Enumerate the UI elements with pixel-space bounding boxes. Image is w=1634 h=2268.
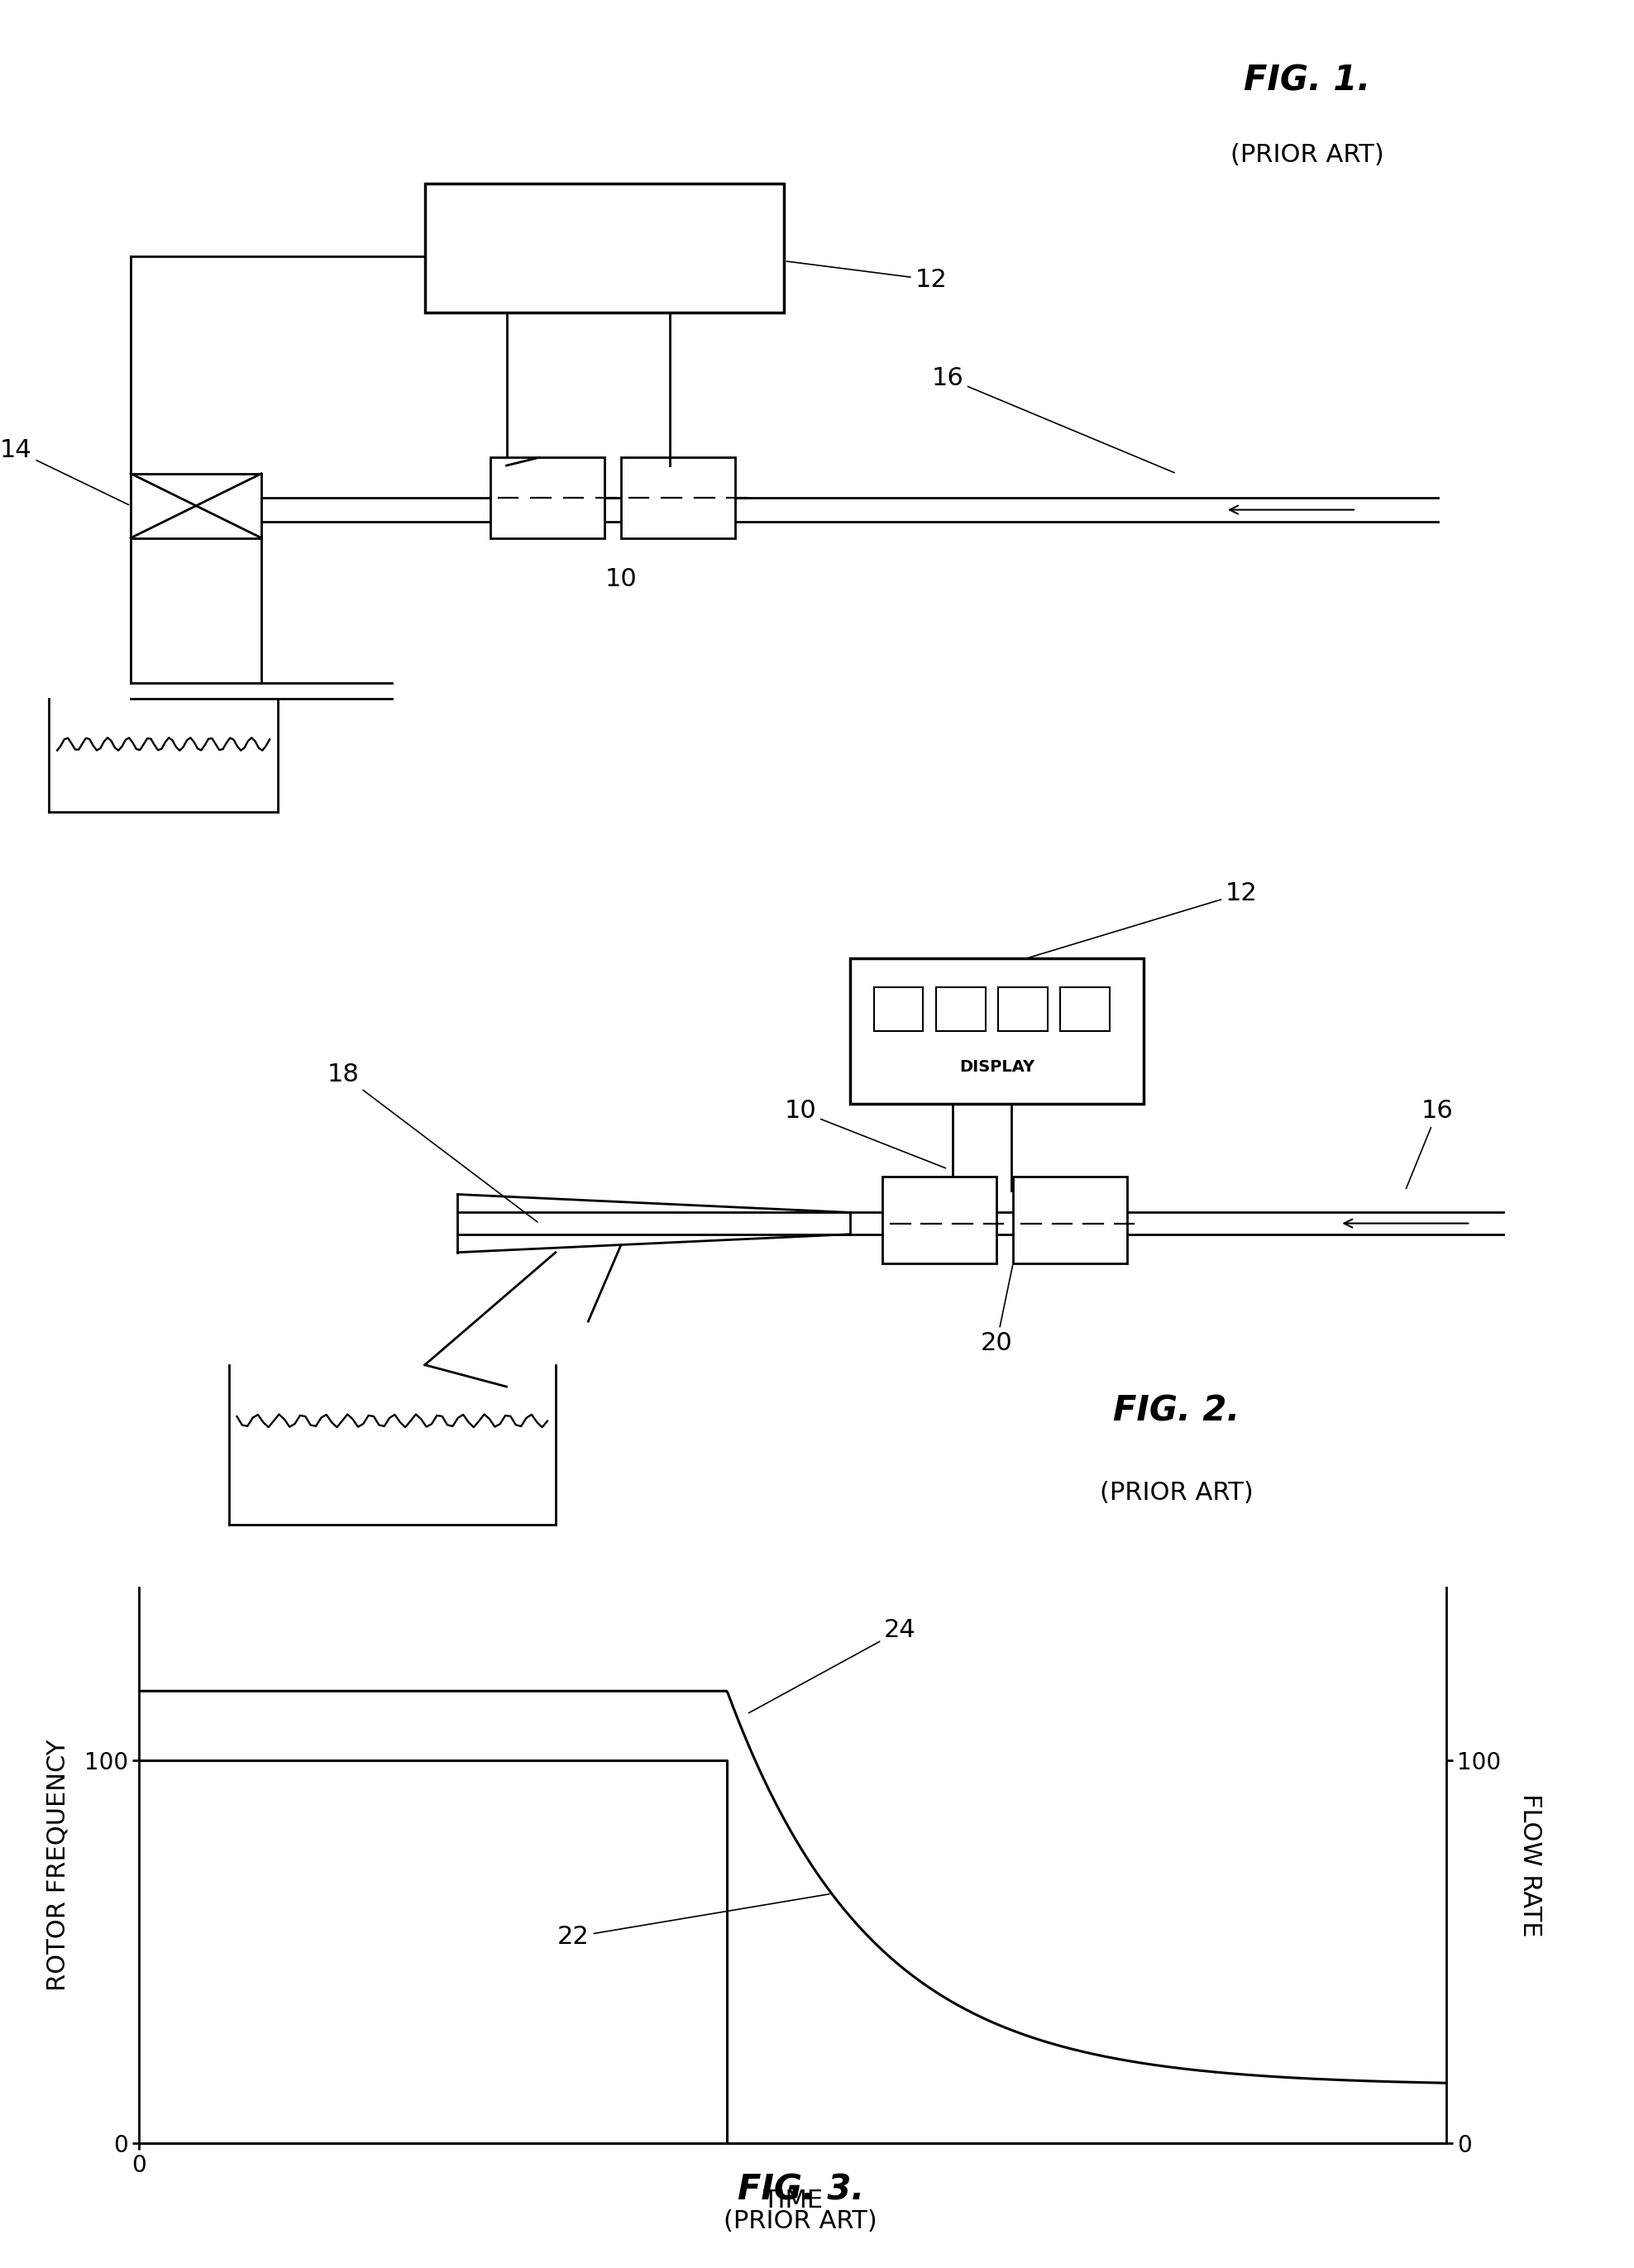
X-axis label: TIME: TIME [761,2189,824,2214]
Text: 12: 12 [786,261,948,293]
Bar [490,458,605,538]
Text: 16: 16 [931,365,1175,472]
Bar [850,959,1144,1105]
Text: FIG. 1.: FIG. 1. [1243,64,1371,98]
Text: 24: 24 [748,1619,917,1712]
Text: 12: 12 [1028,882,1258,957]
Text: 20: 20 [980,1266,1013,1356]
Bar [998,987,1047,1032]
Bar [425,184,784,313]
Y-axis label: ROTOR FREQUENCY: ROTOR FREQUENCY [46,1740,70,1991]
Text: (PRIOR ART): (PRIOR ART) [724,2209,877,2234]
Bar [874,987,923,1032]
Text: 10: 10 [784,1100,946,1168]
Y-axis label: FLOW RATE: FLOW RATE [1518,1794,1542,1937]
Bar [1013,1177,1127,1263]
Bar [936,987,985,1032]
Text: 14: 14 [0,438,129,506]
Bar [131,474,261,538]
Text: 22: 22 [557,1894,830,1948]
Text: FIG. 3.: FIG. 3. [737,2173,864,2207]
Text: 10: 10 [605,567,637,592]
Text: DISPLAY: DISPLAY [959,1059,1034,1075]
Bar [882,1177,997,1263]
Text: 16: 16 [1407,1100,1454,1188]
Text: FIG. 2.: FIG. 2. [1113,1395,1240,1429]
Text: (PRIOR ART): (PRIOR ART) [1100,1481,1253,1506]
Text: 18: 18 [327,1064,538,1222]
Bar [1060,987,1109,1032]
Bar [621,458,735,538]
Text: (PRIOR ART): (PRIOR ART) [1230,143,1384,168]
